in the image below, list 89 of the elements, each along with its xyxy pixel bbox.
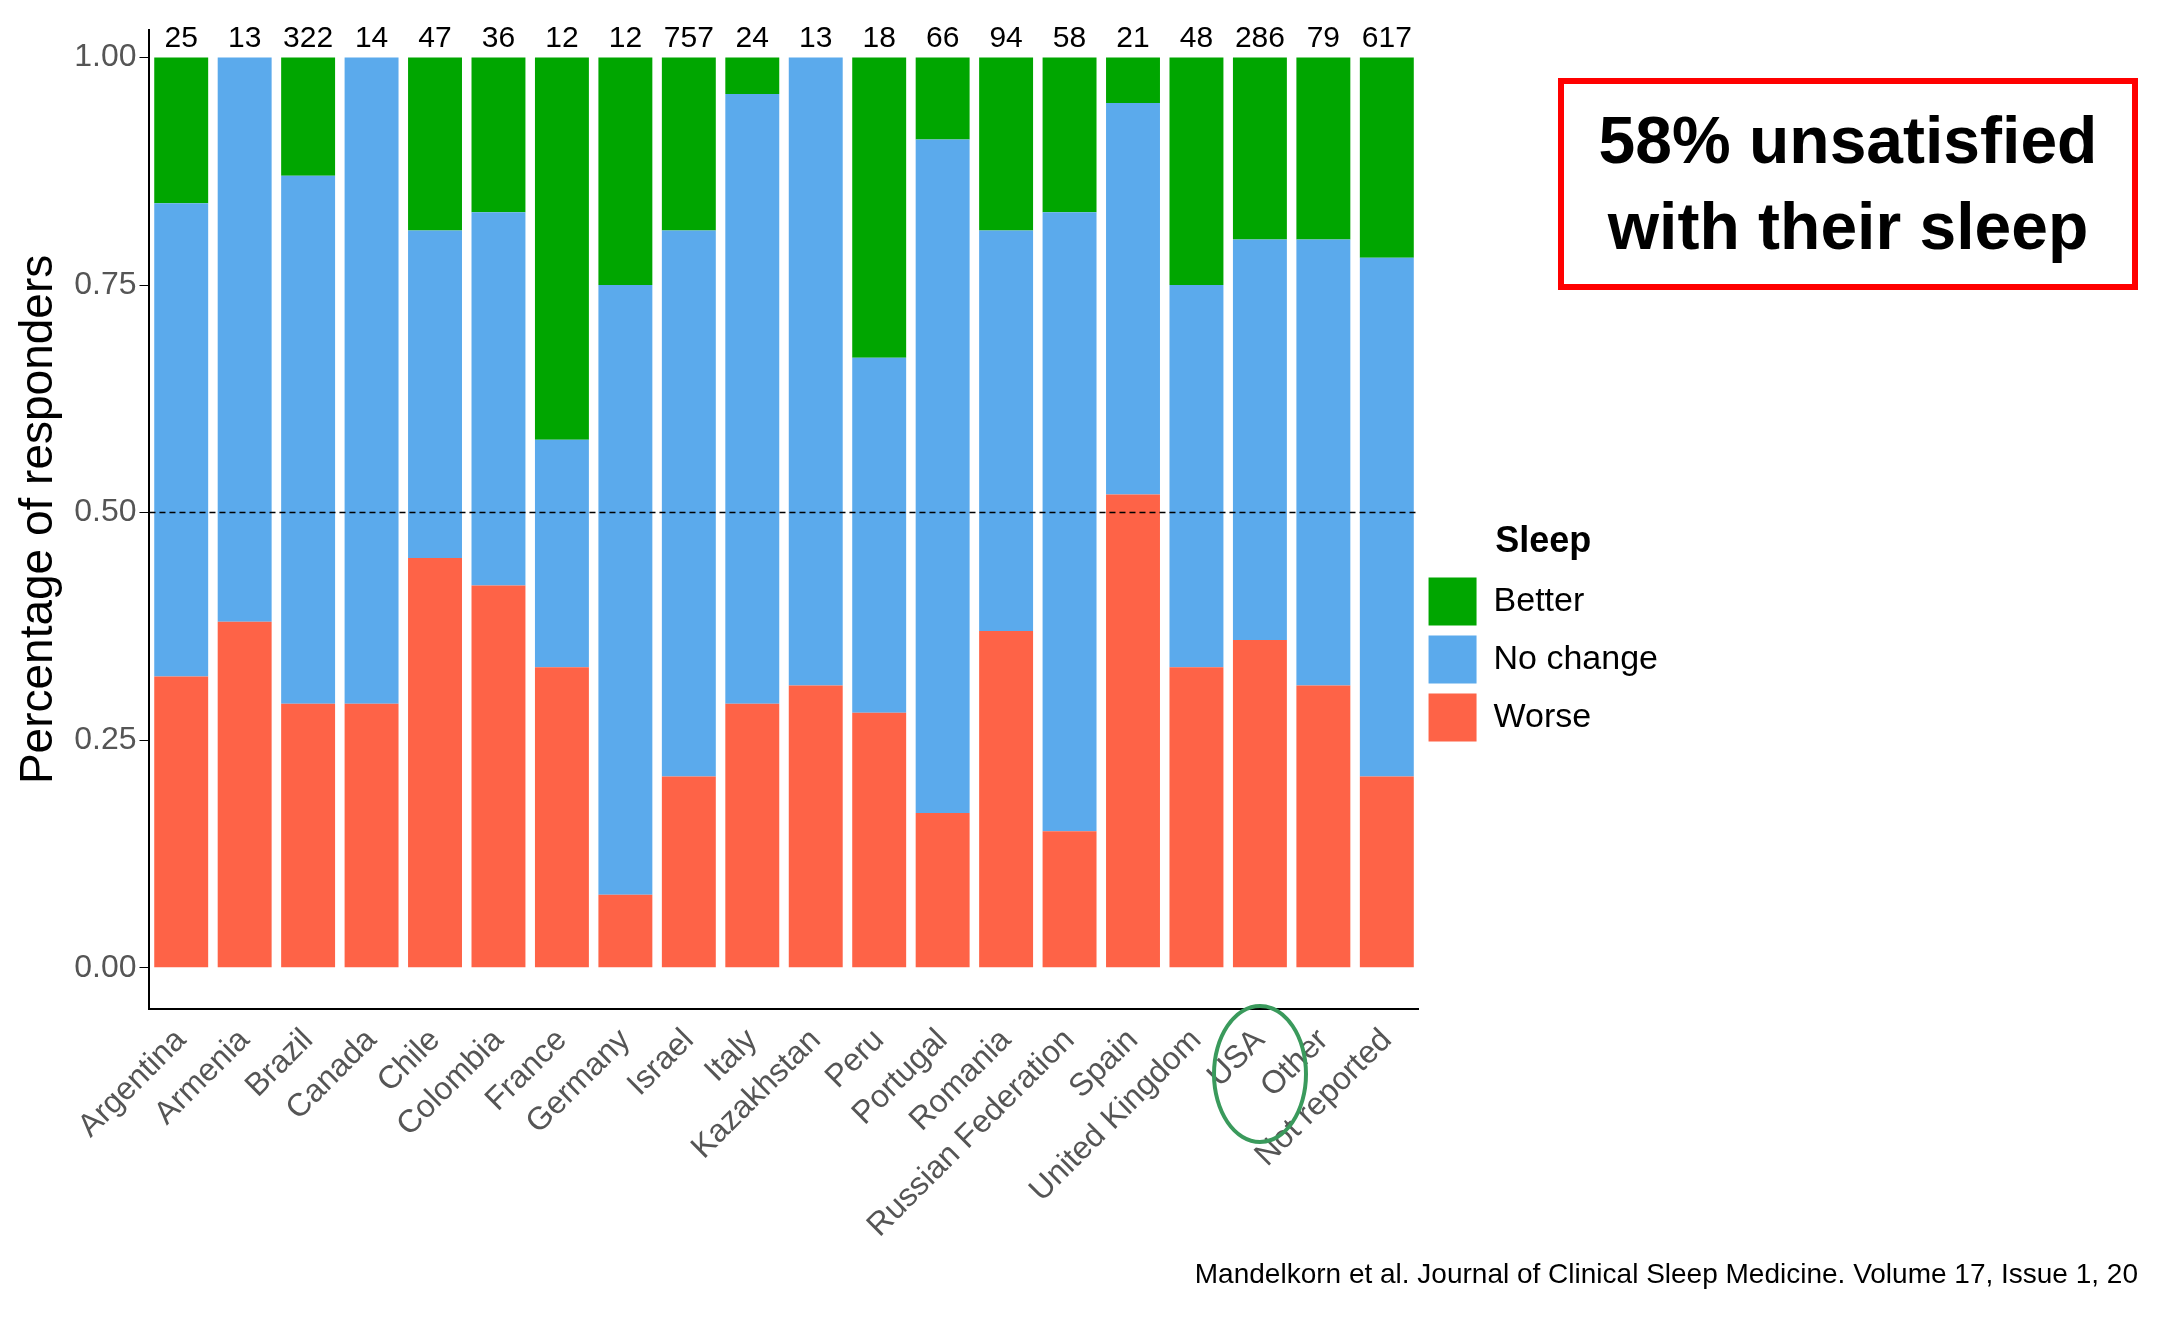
bar — [788, 685, 843, 968]
bar — [471, 212, 526, 586]
bar — [598, 57, 653, 286]
bar — [661, 57, 716, 231]
annotation: 21 — [1116, 19, 1150, 53]
bar — [471, 57, 526, 213]
annotation: 286 — [1234, 19, 1285, 53]
annotation: 617 — [1361, 19, 1412, 53]
y-tick-label: 0.75 — [74, 264, 137, 301]
bar — [1106, 103, 1160, 495]
bar — [408, 558, 462, 968]
y-tick-label: 1.00 — [74, 37, 137, 74]
bar — [408, 230, 462, 559]
bar — [217, 621, 272, 968]
annotation: 58 — [1052, 19, 1087, 53]
bar — [471, 585, 526, 968]
bar — [344, 57, 399, 704]
text: Mandelkorn et al. Journal of Clinical Sleep Medicine. Volume 17, Issue 1, 20 — [1194, 1258, 2138, 1290]
legend-label: Worse — [1493, 695, 1592, 734]
annotation: 12 — [545, 19, 579, 53]
bar — [154, 203, 209, 677]
annotation: 79 — [1306, 19, 1341, 53]
annotation: 757 — [663, 19, 714, 53]
annotation: 66 — [925, 19, 960, 53]
bar — [1042, 831, 1097, 968]
bar — [598, 894, 653, 968]
bar — [1106, 494, 1160, 968]
bar — [1359, 776, 1414, 968]
bar — [1296, 239, 1351, 686]
bar — [1232, 640, 1287, 968]
legend-label: No change — [1493, 637, 1659, 676]
annotation: 12 — [608, 19, 643, 53]
annotation: 322 — [283, 19, 334, 53]
bar — [1042, 212, 1097, 832]
annotation: 13 — [227, 19, 262, 53]
annotation: 25 — [164, 19, 198, 53]
annotation: 48 — [1179, 19, 1214, 53]
bar — [1106, 57, 1160, 104]
bar — [408, 57, 462, 231]
bar — [1169, 285, 1224, 668]
bar — [852, 57, 907, 358]
y-tick-label: 0.25 — [74, 719, 137, 756]
annotation: 94 — [989, 19, 1023, 53]
bar — [725, 93, 780, 704]
bar — [154, 676, 209, 968]
y-tick-label: 0.00 — [74, 947, 137, 984]
annotation: 47 — [418, 19, 452, 53]
bar — [661, 776, 716, 968]
bar — [915, 812, 970, 968]
bar — [1359, 257, 1414, 777]
bar — [534, 439, 589, 668]
bar — [852, 712, 907, 968]
bar — [915, 139, 970, 813]
bar — [725, 703, 780, 968]
bar — [852, 357, 907, 713]
bar — [281, 703, 336, 968]
bar — [534, 57, 589, 440]
bar — [1169, 667, 1224, 968]
bar — [217, 57, 272, 622]
text: 58% unsatisfied with their sleep — [1558, 78, 2138, 290]
bar — [661, 230, 716, 777]
bar — [1042, 57, 1097, 213]
y-axis-title: Percentage of responders — [10, 254, 63, 785]
bar — [979, 57, 1034, 231]
bar — [154, 57, 209, 204]
bar — [281, 175, 336, 704]
bar — [788, 57, 843, 686]
bar — [534, 667, 589, 968]
bar — [979, 630, 1034, 968]
bar — [1169, 57, 1224, 286]
bar — [979, 230, 1034, 631]
bar — [598, 285, 653, 895]
bar — [344, 703, 399, 968]
legend-title: Sleep — [1495, 519, 1592, 561]
bar — [1359, 57, 1414, 258]
bar — [1296, 57, 1351, 240]
annotation: 14 — [354, 19, 389, 53]
annotation: 13 — [799, 19, 833, 53]
bar — [281, 57, 336, 176]
y-tick-label: 0.50 — [74, 492, 137, 529]
annotation: 24 — [735, 19, 769, 53]
bar — [1232, 57, 1287, 240]
bar — [725, 57, 780, 94]
bar — [1296, 685, 1351, 968]
annotation: 18 — [862, 19, 896, 53]
bar — [915, 57, 970, 140]
annotation: 36 — [481, 19, 516, 53]
legend-label: Better — [1493, 579, 1585, 618]
bar — [1232, 239, 1287, 641]
